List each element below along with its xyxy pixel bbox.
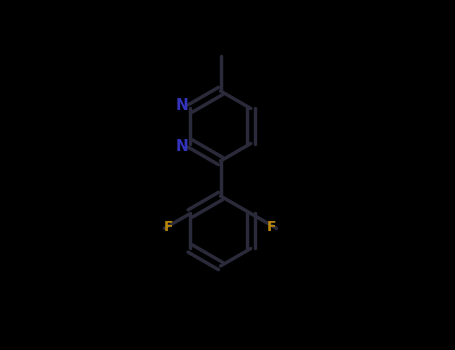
Text: N: N xyxy=(176,98,189,113)
Text: N: N xyxy=(176,139,189,154)
Text: F: F xyxy=(267,220,276,234)
Text: F: F xyxy=(164,220,173,234)
